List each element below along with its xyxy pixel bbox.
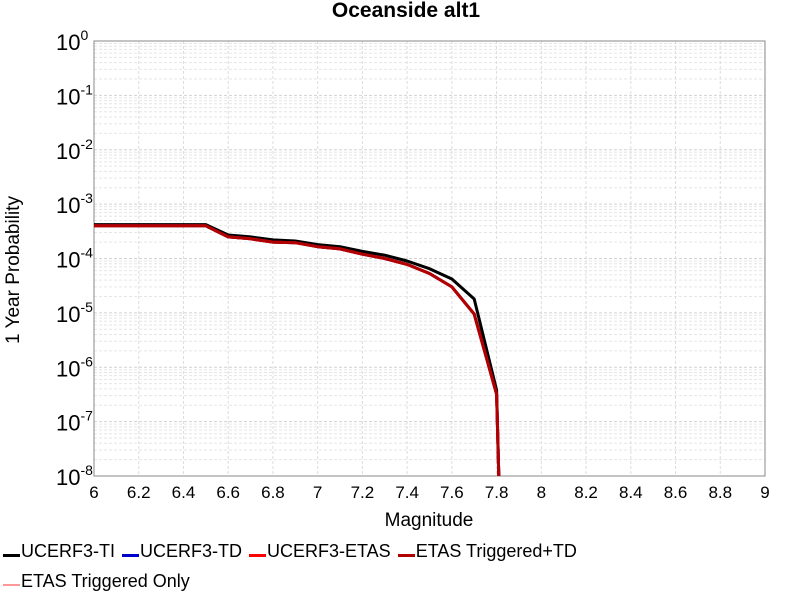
x-tick-label: 7.8 [485, 483, 509, 502]
x-tick-label: 6.6 [216, 483, 240, 502]
x-tick-label: 8.4 [619, 483, 643, 502]
series-layer [94, 223, 501, 477]
y-tick-base: 10 [56, 139, 80, 164]
x-tick-label: 7.2 [351, 483, 375, 502]
x-tick-label: 7 [313, 483, 322, 502]
legend-swatch [3, 584, 20, 586]
legend-label: UCERF3-TI [21, 540, 115, 561]
y-tick-label: 10-8 [56, 462, 93, 490]
y-tick-base: 10 [56, 356, 80, 381]
x-tick-label: 9 [760, 483, 769, 502]
y-tick-label: 100 [56, 27, 88, 55]
legend-item-etas-triggered-td: ETAS Triggered+TD [395, 541, 577, 562]
y-axis-label: 1 Year Probability [3, 196, 24, 344]
x-tick-label: 8 [537, 483, 546, 502]
x-tick-label: 6.8 [261, 483, 285, 502]
legend-swatch [397, 553, 415, 557]
series-line-etas-triggered-td [94, 224, 501, 477]
y-tick-base: 10 [56, 30, 80, 55]
legend-row: ETAS Triggered Only [0, 566, 800, 596]
y-tick-label: 10-2 [56, 136, 93, 164]
legend-label: UCERF3-ETAS [267, 540, 391, 561]
legend-item-ucerf3-etas: UCERF3-ETAS [246, 541, 391, 562]
legend-item-etas-triggered-only: ETAS Triggered Only [0, 571, 190, 592]
legend-label: ETAS Triggered Only [21, 570, 190, 591]
y-tick-label: 10-5 [56, 299, 93, 327]
y-tick-base: 10 [56, 302, 80, 327]
major-grid [93, 40, 766, 477]
y-tick-base: 10 [56, 248, 80, 273]
legend-swatch [3, 553, 20, 557]
y-tick-exponent: -1 [80, 81, 93, 97]
x-axis-label: Magnitude [385, 510, 474, 531]
plot-frame [93, 40, 766, 477]
y-tick-exponent: -5 [80, 299, 93, 315]
y-tick-label: 10-7 [56, 408, 93, 436]
x-tick-label: 6.2 [127, 483, 151, 502]
legend: UCERF3-TI UCERF3-TD UCERF3-ETAS ETAS Tri… [0, 536, 800, 596]
y-tick-label: 10-6 [56, 353, 93, 381]
legend-swatch [249, 553, 266, 557]
y-tick-base: 10 [56, 411, 80, 436]
legend-item-ucerf3-td: UCERF3-TD [119, 541, 242, 562]
legend-row: UCERF3-TI UCERF3-TD UCERF3-ETAS ETAS Tri… [0, 536, 800, 566]
y-tick-exponent: 0 [80, 27, 88, 43]
y-tick-base: 10 [56, 193, 80, 218]
x-tick-label: 8.8 [708, 483, 732, 502]
y-tick-label: 10-1 [56, 81, 93, 109]
legend-item-ucerf3-ti: UCERF3-TI [0, 541, 115, 562]
x-tick-label: 7.6 [440, 483, 464, 502]
x-axis-ticks: 6 6.2 6.4 6.6 6.8 7 7.2 7.4 7.6 7.8 8 8.2 8.4 8.6 8.8 9 [89, 483, 769, 502]
y-tick-exponent: -7 [80, 408, 93, 424]
y-tick-exponent: -6 [80, 353, 93, 369]
y-tick-label: 10-3 [56, 190, 93, 218]
y-tick-exponent: -8 [80, 462, 93, 478]
legend-label: ETAS Triggered+TD [415, 540, 577, 561]
x-tick-label: 8.2 [574, 483, 598, 502]
y-tick-exponent: -2 [80, 136, 93, 152]
x-tick-label: 6.4 [172, 483, 196, 502]
y-tick-exponent: -4 [80, 245, 93, 261]
minor-grid [94, 42, 765, 461]
legend-swatch [122, 553, 139, 557]
y-tick-base: 10 [56, 465, 80, 490]
x-tick-label: 8.6 [664, 483, 688, 502]
y-tick-exponent: -3 [80, 190, 93, 206]
y-tick-base: 10 [56, 84, 80, 109]
x-tick-label: 6 [89, 483, 98, 502]
x-tick-label: 7.4 [395, 483, 419, 502]
y-tick-label: 10-4 [56, 245, 93, 273]
legend-label: UCERF3-TD [140, 540, 242, 561]
chart-title: Oceanside alt1 [332, 0, 481, 22]
